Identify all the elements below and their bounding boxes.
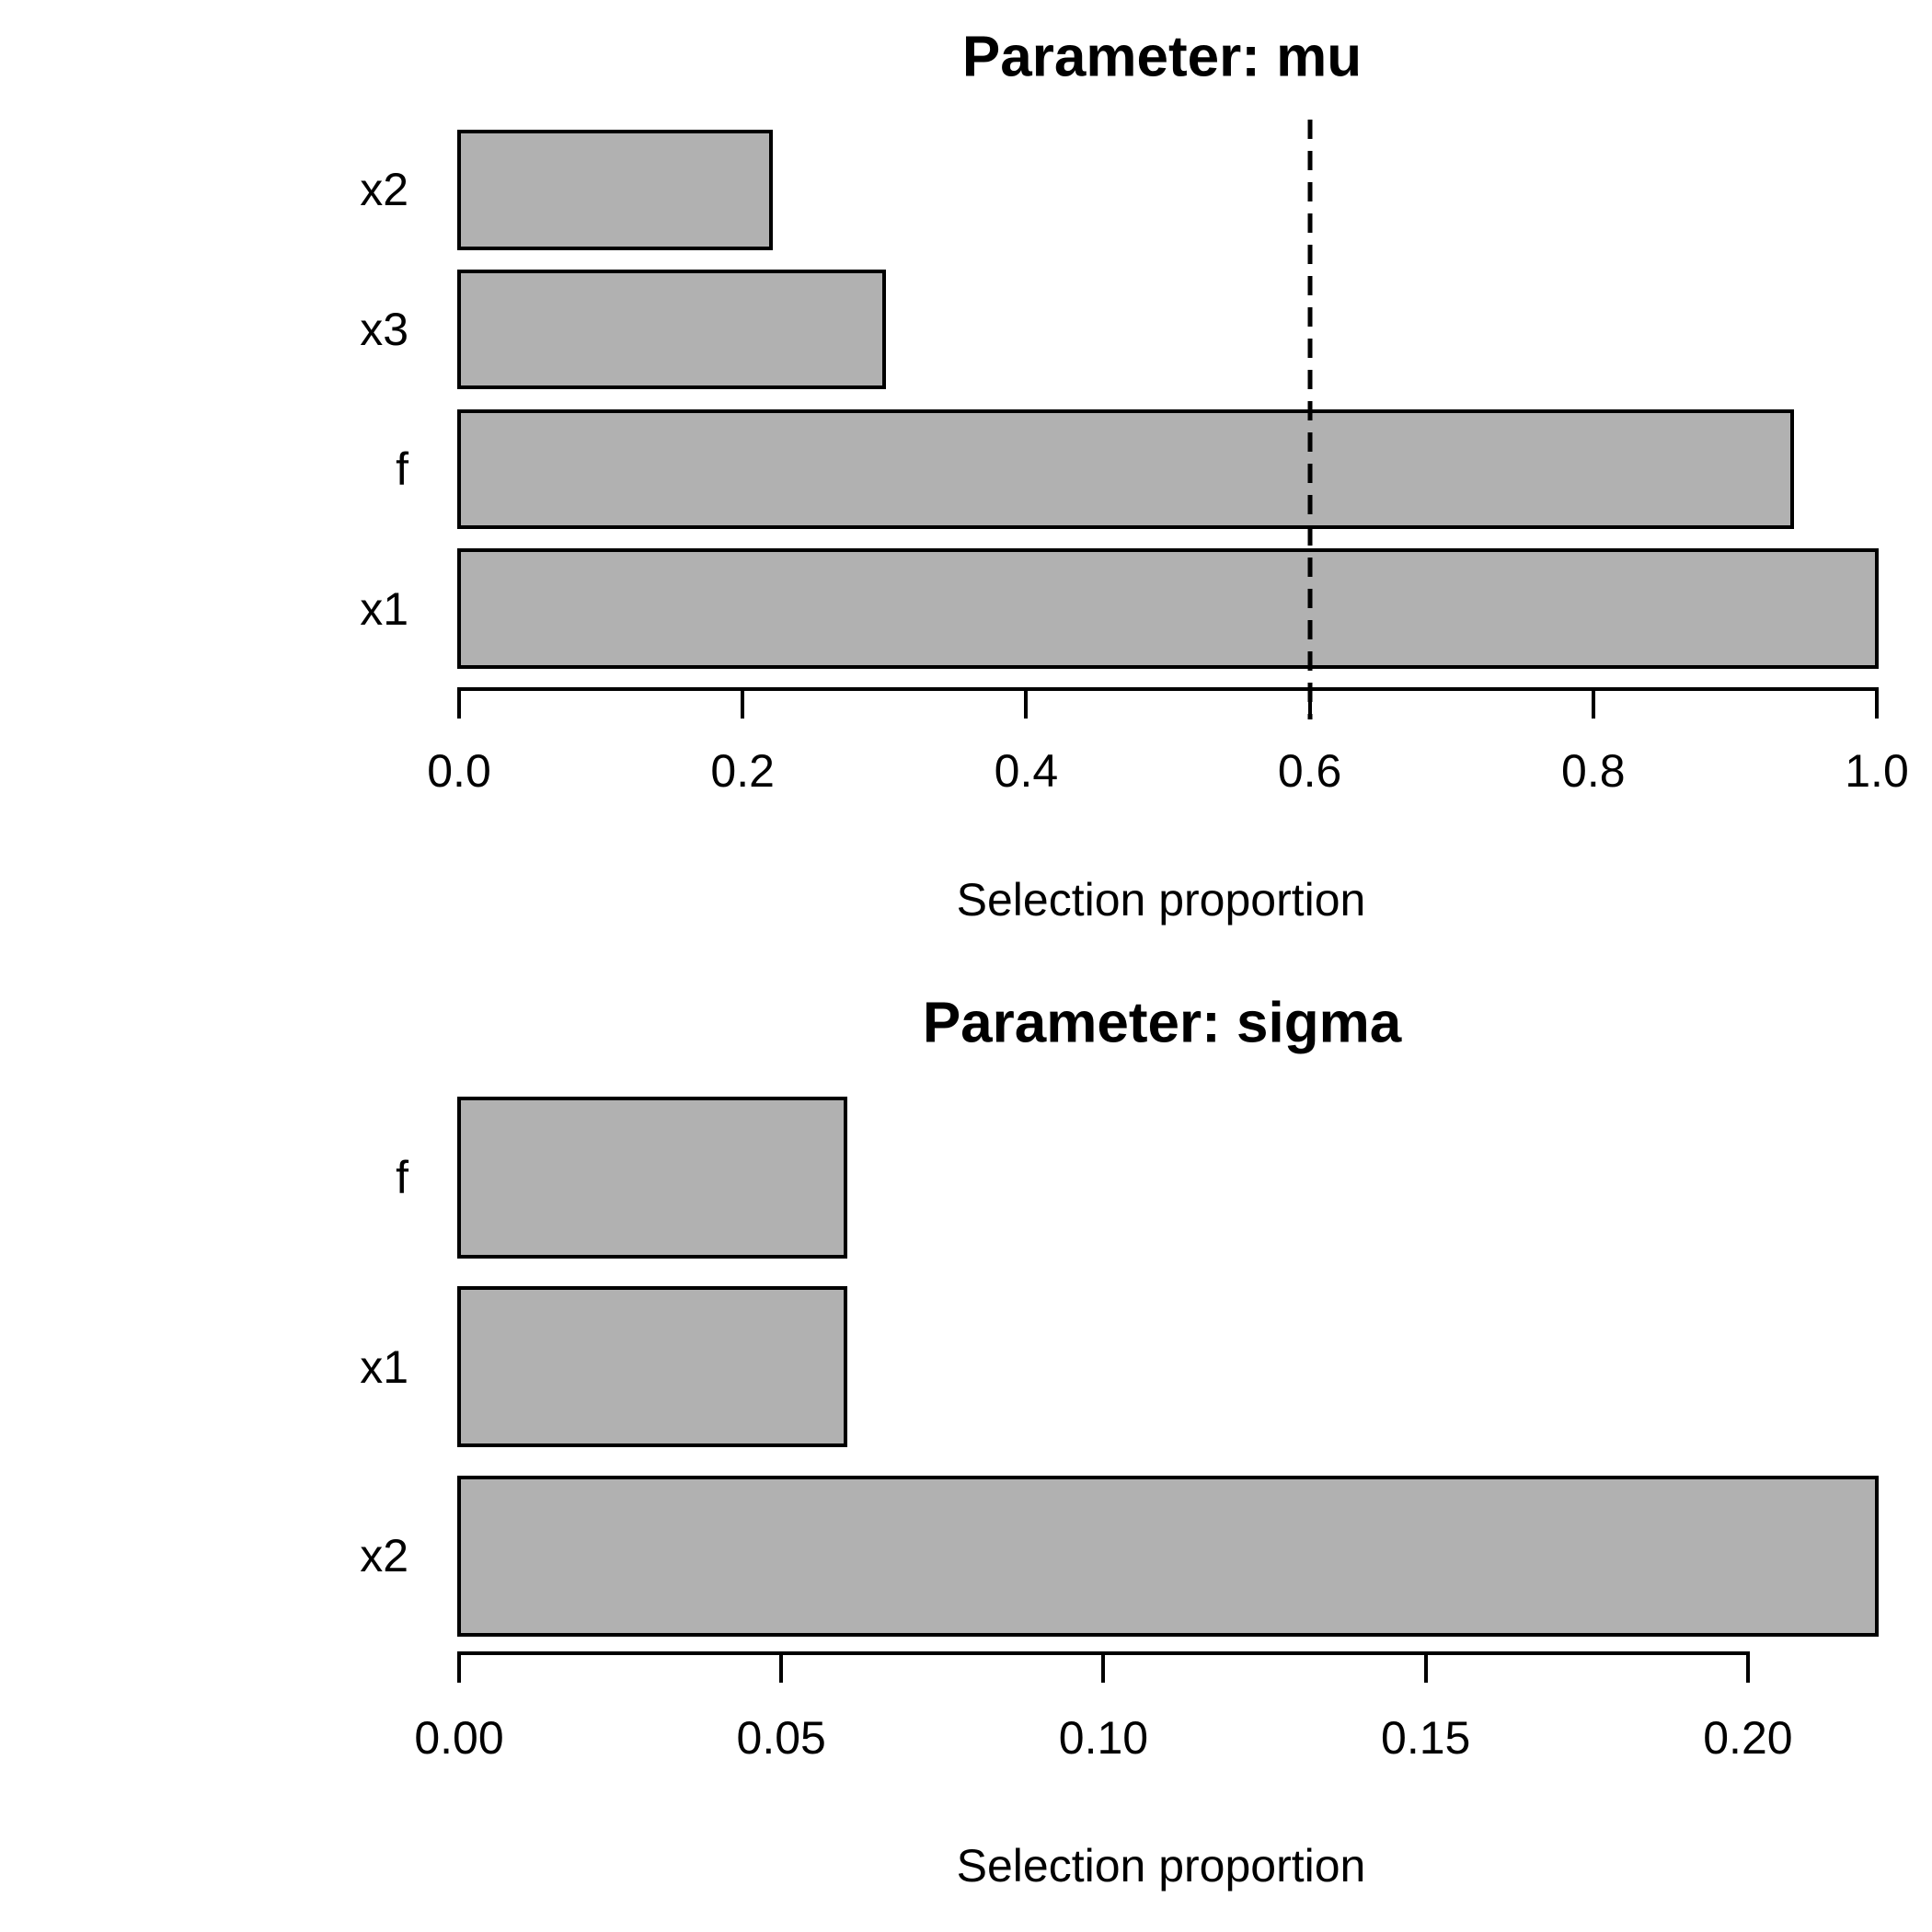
bar-f bbox=[457, 408, 1794, 530]
x-tick bbox=[779, 1653, 784, 1683]
x-tick bbox=[1101, 1653, 1106, 1683]
x-tick bbox=[457, 689, 461, 719]
x-tick bbox=[741, 689, 745, 719]
x-axis-title: Selection proportion bbox=[956, 1840, 1366, 1892]
chart-title: Parameter: sigma bbox=[922, 991, 1402, 1055]
x-tick-label: 0.05 bbox=[736, 1712, 826, 1764]
x-tick-label: 0.8 bbox=[1561, 745, 1626, 797]
category-label: x1 bbox=[360, 582, 408, 635]
chart-title: Parameter: mu bbox=[961, 25, 1363, 89]
x-tick-label: 0.6 bbox=[1277, 745, 1342, 797]
x-tick bbox=[1024, 689, 1029, 719]
bar-f bbox=[457, 1097, 848, 1259]
category-label: x2 bbox=[360, 164, 408, 216]
reference-line bbox=[1307, 120, 1313, 719]
x-tick-label: 0.10 bbox=[1058, 1712, 1149, 1764]
category-label: x3 bbox=[360, 304, 408, 356]
x-tick-label: 0.00 bbox=[414, 1712, 504, 1764]
x-tick bbox=[1423, 1653, 1428, 1683]
bar-x2 bbox=[457, 1475, 1879, 1638]
x-tick-label: 0.20 bbox=[1703, 1712, 1793, 1764]
x-tick-label: 1.0 bbox=[1845, 745, 1909, 797]
category-label: f bbox=[396, 443, 408, 495]
x-tick bbox=[457, 1653, 461, 1683]
category-label: f bbox=[396, 1151, 408, 1203]
bar-x1 bbox=[457, 548, 1879, 669]
x-tick-label: 0.2 bbox=[710, 745, 775, 797]
x-tick-label: 0.4 bbox=[994, 745, 1059, 797]
x-tick bbox=[1745, 1653, 1750, 1683]
bar-x3 bbox=[457, 269, 887, 390]
x-tick-label: 0.0 bbox=[427, 745, 491, 797]
x-axis-line bbox=[457, 687, 1879, 691]
category-label: x1 bbox=[360, 1340, 408, 1393]
category-label: x2 bbox=[360, 1530, 408, 1582]
bar-x2 bbox=[457, 130, 774, 250]
x-axis-title: Selection proportion bbox=[956, 874, 1366, 926]
x-tick bbox=[1875, 689, 1879, 719]
bar-x1 bbox=[457, 1285, 848, 1448]
x-tick-label: 0.15 bbox=[1381, 1712, 1471, 1764]
x-tick bbox=[1591, 689, 1595, 719]
